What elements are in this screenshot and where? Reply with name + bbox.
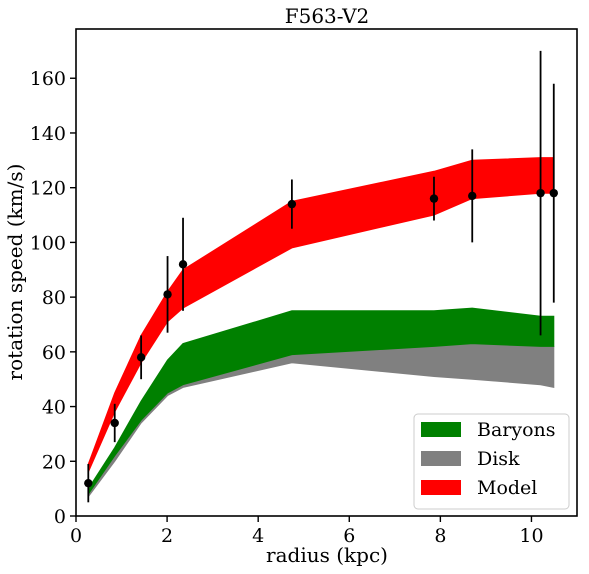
legend-swatch-model	[421, 480, 461, 495]
x-tick-label: 6	[343, 525, 355, 547]
data-point	[429, 194, 439, 203]
data-point	[549, 188, 558, 198]
data-point	[287, 199, 297, 209]
y-tick-label: 40	[42, 397, 66, 419]
y-tick-label: 100	[30, 232, 66, 254]
data-point	[468, 191, 477, 201]
y-tick-label: 0	[54, 506, 66, 528]
data-point	[178, 260, 188, 269]
x-tick-label: 8	[434, 525, 446, 547]
legend-label-disk: Disk	[477, 448, 520, 470]
x-axis-label: radius (kpc)	[266, 543, 388, 567]
x-tick-label: 0	[70, 525, 82, 547]
y-tick-label: 20	[42, 451, 66, 473]
y-axis-ticks: 0 20 40 60 80 100 120 140 160	[30, 68, 76, 528]
plot-frame	[75, 28, 578, 517]
y-axis-label: rotation speed (km/s)	[3, 164, 27, 381]
chart-title: F563-V2	[285, 4, 370, 28]
x-tick-label: 4	[252, 525, 264, 547]
legend-swatch-baryons	[421, 422, 461, 437]
x-axis-ticks: 0 2 4 6 8 10	[70, 516, 544, 547]
legend-label-baryons: Baryons	[477, 419, 556, 441]
legend-label-model: Model	[477, 477, 537, 499]
y-tick-label: 160	[30, 68, 66, 90]
y-tick-label: 120	[30, 178, 66, 200]
x-tick-label: 2	[161, 525, 173, 547]
data-points	[84, 188, 558, 488]
band-baryons	[87, 307, 555, 496]
y-tick-label: 80	[42, 287, 66, 309]
data-point	[110, 418, 119, 428]
y-tick-label: 60	[42, 342, 66, 364]
data-point	[136, 353, 146, 362]
data-point	[84, 478, 93, 488]
y-tick-label: 140	[30, 123, 66, 145]
legend: Baryons Disk Model	[413, 413, 570, 510]
legend-swatch-disk	[421, 451, 461, 466]
data-point	[536, 188, 545, 198]
x-tick-label: 10	[519, 525, 543, 547]
data-point	[163, 290, 172, 299]
